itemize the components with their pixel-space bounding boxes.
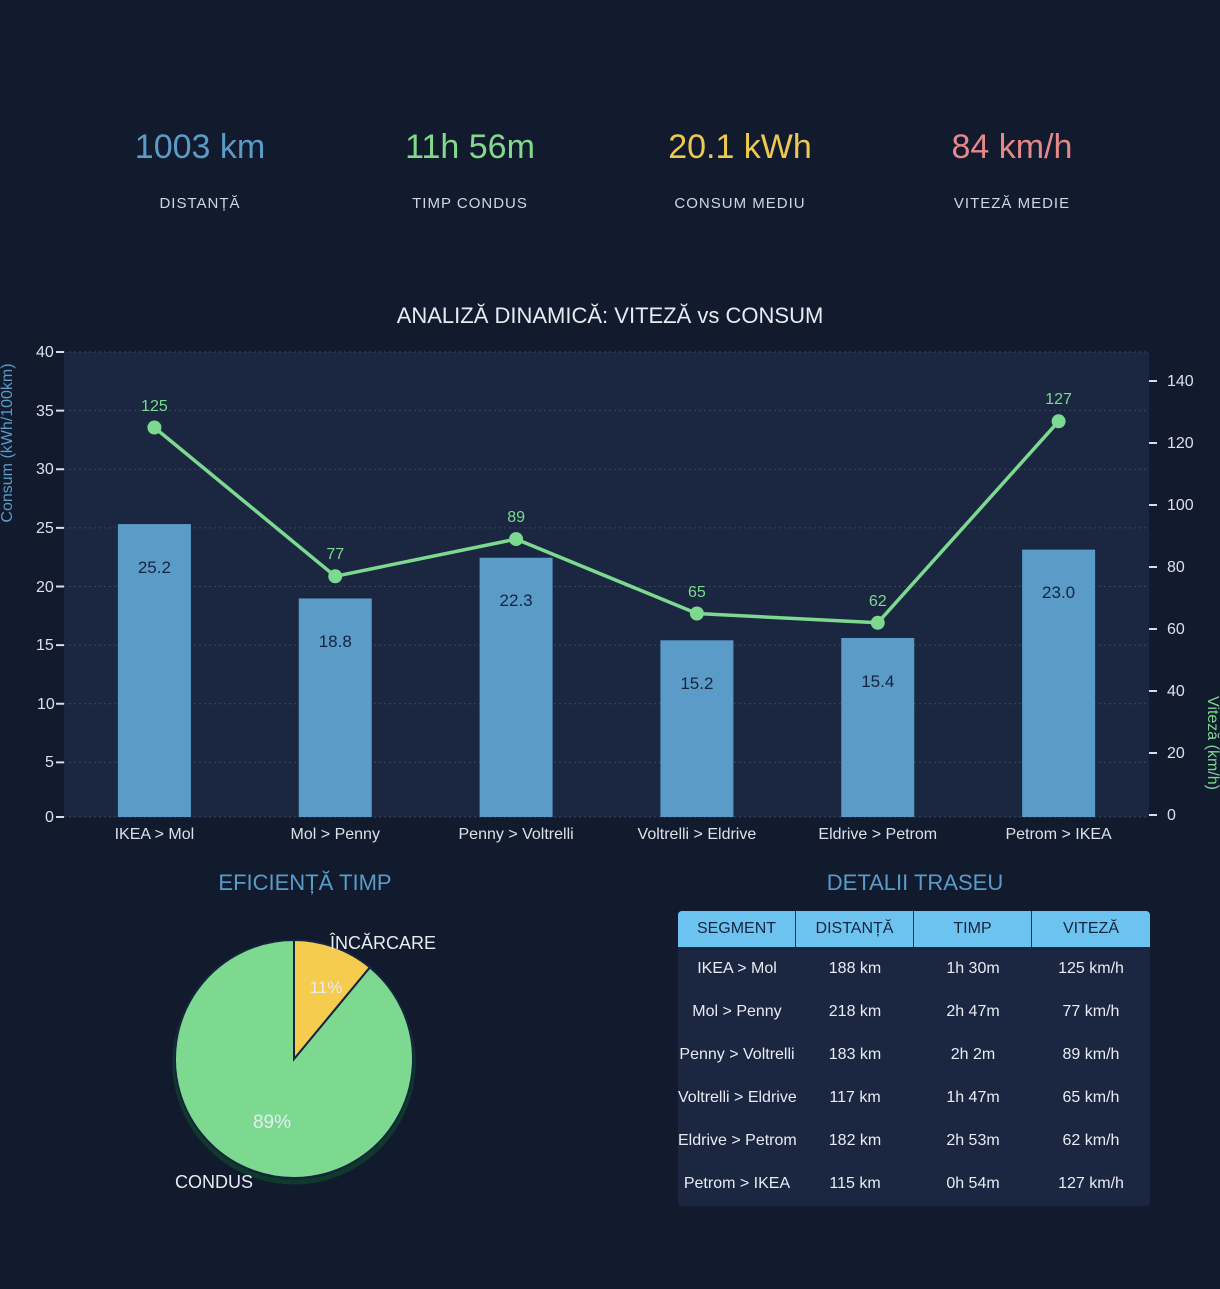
svg-text:11%: 11% [310,978,343,997]
svg-text:89%: 89% [253,1112,291,1133]
